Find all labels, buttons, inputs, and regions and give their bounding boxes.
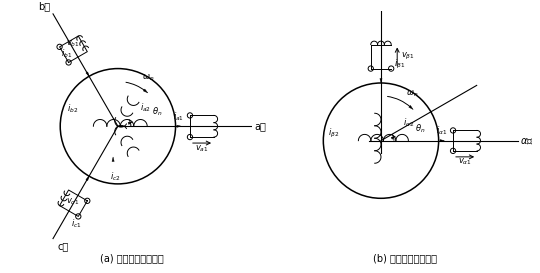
Text: $\omega_n$: $\omega_n$ [142,73,154,84]
Polygon shape [86,176,89,180]
Text: (b) 二相誘導機モデル: (b) 二相誘導機モデル [373,254,437,263]
Text: a軸: a軸 [255,121,267,131]
Text: $i_{b1}$: $i_{b1}$ [60,48,72,60]
Text: $i_{\alpha 1}$: $i_{\alpha 1}$ [436,125,447,137]
Polygon shape [380,79,382,83]
Polygon shape [177,125,181,127]
Text: $\theta_n$: $\theta_n$ [415,122,425,135]
Text: $i_{a2}$: $i_{a2}$ [139,102,151,114]
Text: $v_{\beta 1}$: $v_{\beta 1}$ [401,51,415,62]
Text: $i_{b2}$: $i_{b2}$ [68,103,79,115]
Text: $\alpha$軸: $\alpha$軸 [521,136,534,146]
Text: $v_{c1}$: $v_{c1}$ [65,196,79,207]
Polygon shape [143,89,148,93]
Text: $i_{c2}$: $i_{c2}$ [110,170,121,183]
Text: (a) 三相誘導機モデル: (a) 三相誘導機モデル [100,254,164,263]
Text: $i_{a1}$: $i_{a1}$ [173,111,184,123]
Polygon shape [128,122,133,124]
Polygon shape [86,72,89,76]
Text: $\theta_n$: $\theta_n$ [152,105,162,118]
Text: $i_{\beta 1}$: $i_{\beta 1}$ [394,58,405,71]
Polygon shape [391,136,395,139]
Text: $v_{\alpha 1}$: $v_{\alpha 1}$ [458,156,472,167]
Polygon shape [409,105,413,109]
Text: $v_{b1}$: $v_{b1}$ [65,39,79,49]
Text: $i_{c1}$: $i_{c1}$ [71,217,81,230]
Text: $\omega_n$: $\omega_n$ [406,89,418,99]
Text: $v_{a1}$: $v_{a1}$ [195,143,209,154]
Text: $\beta$軸: $\beta$軸 [374,0,388,1]
Polygon shape [440,140,444,142]
Text: b軸: b軸 [38,1,51,11]
Text: c軸: c軸 [58,241,69,251]
Text: $i_{\beta 2}$: $i_{\beta 2}$ [328,127,339,140]
Polygon shape [112,157,114,161]
Text: $i_{\alpha 2}$: $i_{\alpha 2}$ [403,116,414,129]
